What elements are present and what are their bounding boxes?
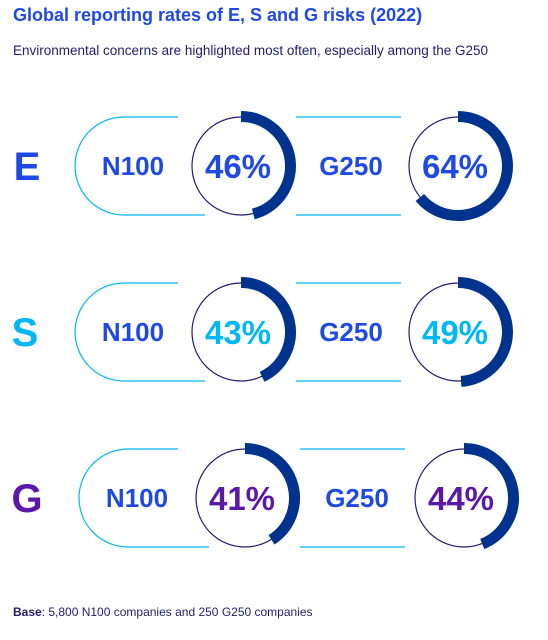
arc-s-n100 — [240, 277, 296, 382]
value-label-s-g250: 49% — [422, 314, 488, 351]
capsule-g-n100 — [78, 448, 209, 548]
value-label-g-g250: 44% — [428, 480, 494, 517]
footnote-text: : 5,800 N100 companies and 250 G250 comp… — [41, 605, 313, 619]
arc-g-g250 — [463, 443, 519, 550]
capsule-e-n100 — [74, 116, 205, 216]
group-label-s-n100: N100 — [102, 317, 164, 347]
arc-s-g250 — [457, 277, 513, 387]
row-label-s: S — [12, 311, 39, 355]
value-label-e-n100: 46% — [205, 148, 271, 185]
arc-e-g250 — [415, 111, 513, 221]
group-label-e-g250: G250 — [319, 151, 383, 181]
footnote: Base: 5,800 N100 companies and 250 G250 … — [13, 605, 313, 619]
group-label-g-n100: N100 — [106, 483, 168, 513]
capsule-s-n100 — [74, 282, 205, 382]
row-label-g: G — [11, 477, 42, 521]
group-label-e-n100: N100 — [102, 151, 164, 181]
arc-g-n100 — [244, 443, 300, 545]
group-label-s-g250: G250 — [319, 317, 383, 347]
value-label-e-g250: 64% — [422, 148, 488, 185]
chart-title: Global reporting rates of E, S and G ris… — [13, 5, 423, 25]
group-label-g-g250: G250 — [325, 483, 389, 513]
value-label-g-n100: 41% — [209, 480, 275, 517]
value-label-s-n100: 43% — [205, 314, 271, 351]
chart-subtitle: Environmental concerns are highlighted m… — [13, 43, 489, 58]
footnote-label: Base — [13, 605, 42, 619]
arc-e-n100 — [240, 111, 296, 220]
row-label-e: E — [14, 145, 41, 189]
